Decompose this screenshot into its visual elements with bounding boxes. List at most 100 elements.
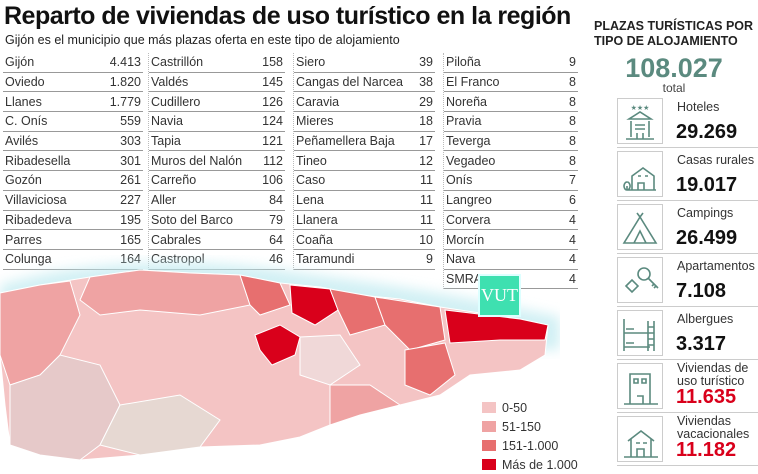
municipality-name: Parres [5, 232, 42, 247]
region-llanes [444, 309, 549, 344]
municipality-name: SMRA [446, 271, 483, 286]
municipality-value: 11 [420, 173, 433, 188]
panel-heading-line: TIPO DE ALOJAMIENTO [594, 34, 738, 48]
table-row: Mieres 18 [294, 112, 435, 132]
accommodation-card: Viviendas de uso turístico 11.635 [617, 360, 758, 413]
municipality-value: 112 [263, 153, 283, 168]
municipality-name: Castrillón [151, 55, 204, 70]
municipality-name: C. Onís [5, 114, 48, 129]
legend-item: 151-1.000 [482, 436, 578, 455]
region-villaviciosa [329, 288, 386, 336]
municipality-name: Tineo [296, 153, 327, 168]
bunk-bed-icon [617, 310, 663, 356]
legend-swatch [482, 402, 496, 413]
accommodation-value: 26.499 [676, 227, 738, 249]
table-row: Peñamellera Baja 17 [294, 132, 435, 152]
table-row: Caravia 29 [294, 92, 435, 113]
municipality-value: 301 [120, 153, 141, 168]
municipality-value: 158 [262, 55, 283, 70]
table-row: Navia 124 [149, 112, 285, 132]
municipality-value: 261 [120, 173, 141, 188]
table-row: Ribadesella 301 [3, 151, 143, 172]
table-row: Lena 11 [294, 191, 435, 211]
accommodation-label: Viviendas de uso turístico [677, 361, 749, 388]
legend-item: Más de 1.000 [482, 455, 578, 474]
municipality-value: 9 [426, 252, 433, 267]
municipality-value: 4 [569, 252, 576, 267]
accommodation-value: 11.635 [676, 386, 737, 408]
municipality-value: 165 [120, 232, 141, 247]
accommodation-card: Casas rurales 19.017 [617, 148, 758, 201]
municipality-name: Gijón [5, 55, 35, 70]
municipality-value: 39 [419, 55, 433, 70]
municipality-value: 4 [569, 271, 576, 286]
municipality-value: 8 [569, 153, 576, 168]
municipality-value: 11 [420, 212, 433, 227]
table-row: Tineo 12 [294, 151, 435, 172]
municipality-value: 79 [269, 212, 283, 227]
municipality-name: Noreña [446, 94, 487, 109]
municipality-name: Llanera [296, 212, 338, 227]
legend-label: 51-150 [502, 419, 541, 434]
table-row: Carreño 106 [149, 171, 285, 191]
legend-item: 0-50 [482, 398, 578, 417]
municipality-name: Siero [296, 55, 326, 70]
accommodation-label: Viviendas vacacionales [677, 414, 750, 441]
municipality-name: Vegadeo [446, 153, 496, 168]
legend-label: Más de 1.000 [502, 457, 578, 472]
accommodation-card: Campings 26.499 [617, 201, 758, 254]
municipality-name: Peñamellera Baja [296, 134, 395, 149]
table-row: Nava 4 [444, 250, 578, 270]
legend-swatch [482, 421, 496, 432]
municipality-value: 8 [569, 114, 576, 129]
table-row: Siero 39 [294, 53, 435, 73]
region-onis [404, 342, 456, 396]
table-row: Llanes 1.779 [3, 92, 143, 113]
municipality-name: Taramundi [296, 252, 355, 267]
municipality-name: Villaviciosa [5, 193, 67, 208]
municipality-name: Navia [151, 114, 183, 129]
municipality-name: Colunga [5, 252, 52, 267]
municipality-value: 4.413 [109, 55, 141, 70]
municipality-value: 1.779 [109, 94, 141, 109]
map-legend: 0-50 51-150 151-1.000 Más de 1.000 [482, 398, 578, 474]
table-column: Castrillón 158 Valdés 145 Cudillero 126 Navia 1… [148, 53, 285, 270]
table-row: Cabrales 64 [149, 230, 285, 250]
building-icon [617, 363, 663, 409]
municipality-name: Muros del Nalón [151, 153, 243, 168]
table-row: Pravia 8 [444, 112, 578, 132]
municipality-name: Cabrales [151, 232, 202, 247]
municipality-value: 124 [262, 114, 283, 129]
legend-label: 151-1.000 [502, 438, 559, 453]
municipality-value: 8 [569, 94, 576, 109]
municipality-value: 106 [262, 173, 283, 188]
region-southwest [99, 394, 221, 456]
accommodation-label: Casas rurales [677, 153, 755, 167]
municipality-name: Gozón [5, 173, 42, 188]
table-row: Vegadeo 8 [444, 151, 578, 172]
table-row: Gozón 261 [3, 171, 143, 191]
table-row: Villaviciosa 227 [3, 191, 143, 211]
municipality-value: 6 [569, 193, 576, 208]
table-row: Onís 7 [444, 171, 578, 191]
municipality-name: Teverga [446, 134, 491, 149]
municipality-name: Pravia [446, 114, 482, 129]
total-label: total [662, 81, 686, 95]
municipality-value: 303 [120, 134, 141, 149]
page-title: Reparto de viviendas de uso turístico en… [4, 2, 571, 30]
municipality-name: Onís [446, 173, 473, 188]
table-row: Langreo 6 [444, 191, 578, 211]
table-row: Noreña 8 [444, 92, 578, 113]
municipality-value: 8 [569, 75, 576, 90]
accommodation-card: Viviendas vacacionales 11.182 [617, 413, 758, 466]
region-map [0, 262, 560, 461]
table-column: Piloña 9 El Franco 8 Noreña 8 Pravia 8 Teverga 8 V… [443, 53, 578, 290]
table-column: Gijón 4.413 Oviedo 1.820 Llanes 1.779 C. Onís 5… [3, 53, 143, 270]
municipality-value: 4 [569, 212, 576, 227]
municipality-name: Llanes [5, 94, 42, 109]
municipality-value: 145 [262, 75, 283, 90]
region-oviedo [254, 324, 301, 366]
table-row: Oviedo 1.820 [3, 73, 143, 93]
table-row: El Franco 8 [444, 73, 578, 93]
municipality-value: 8 [569, 134, 576, 149]
